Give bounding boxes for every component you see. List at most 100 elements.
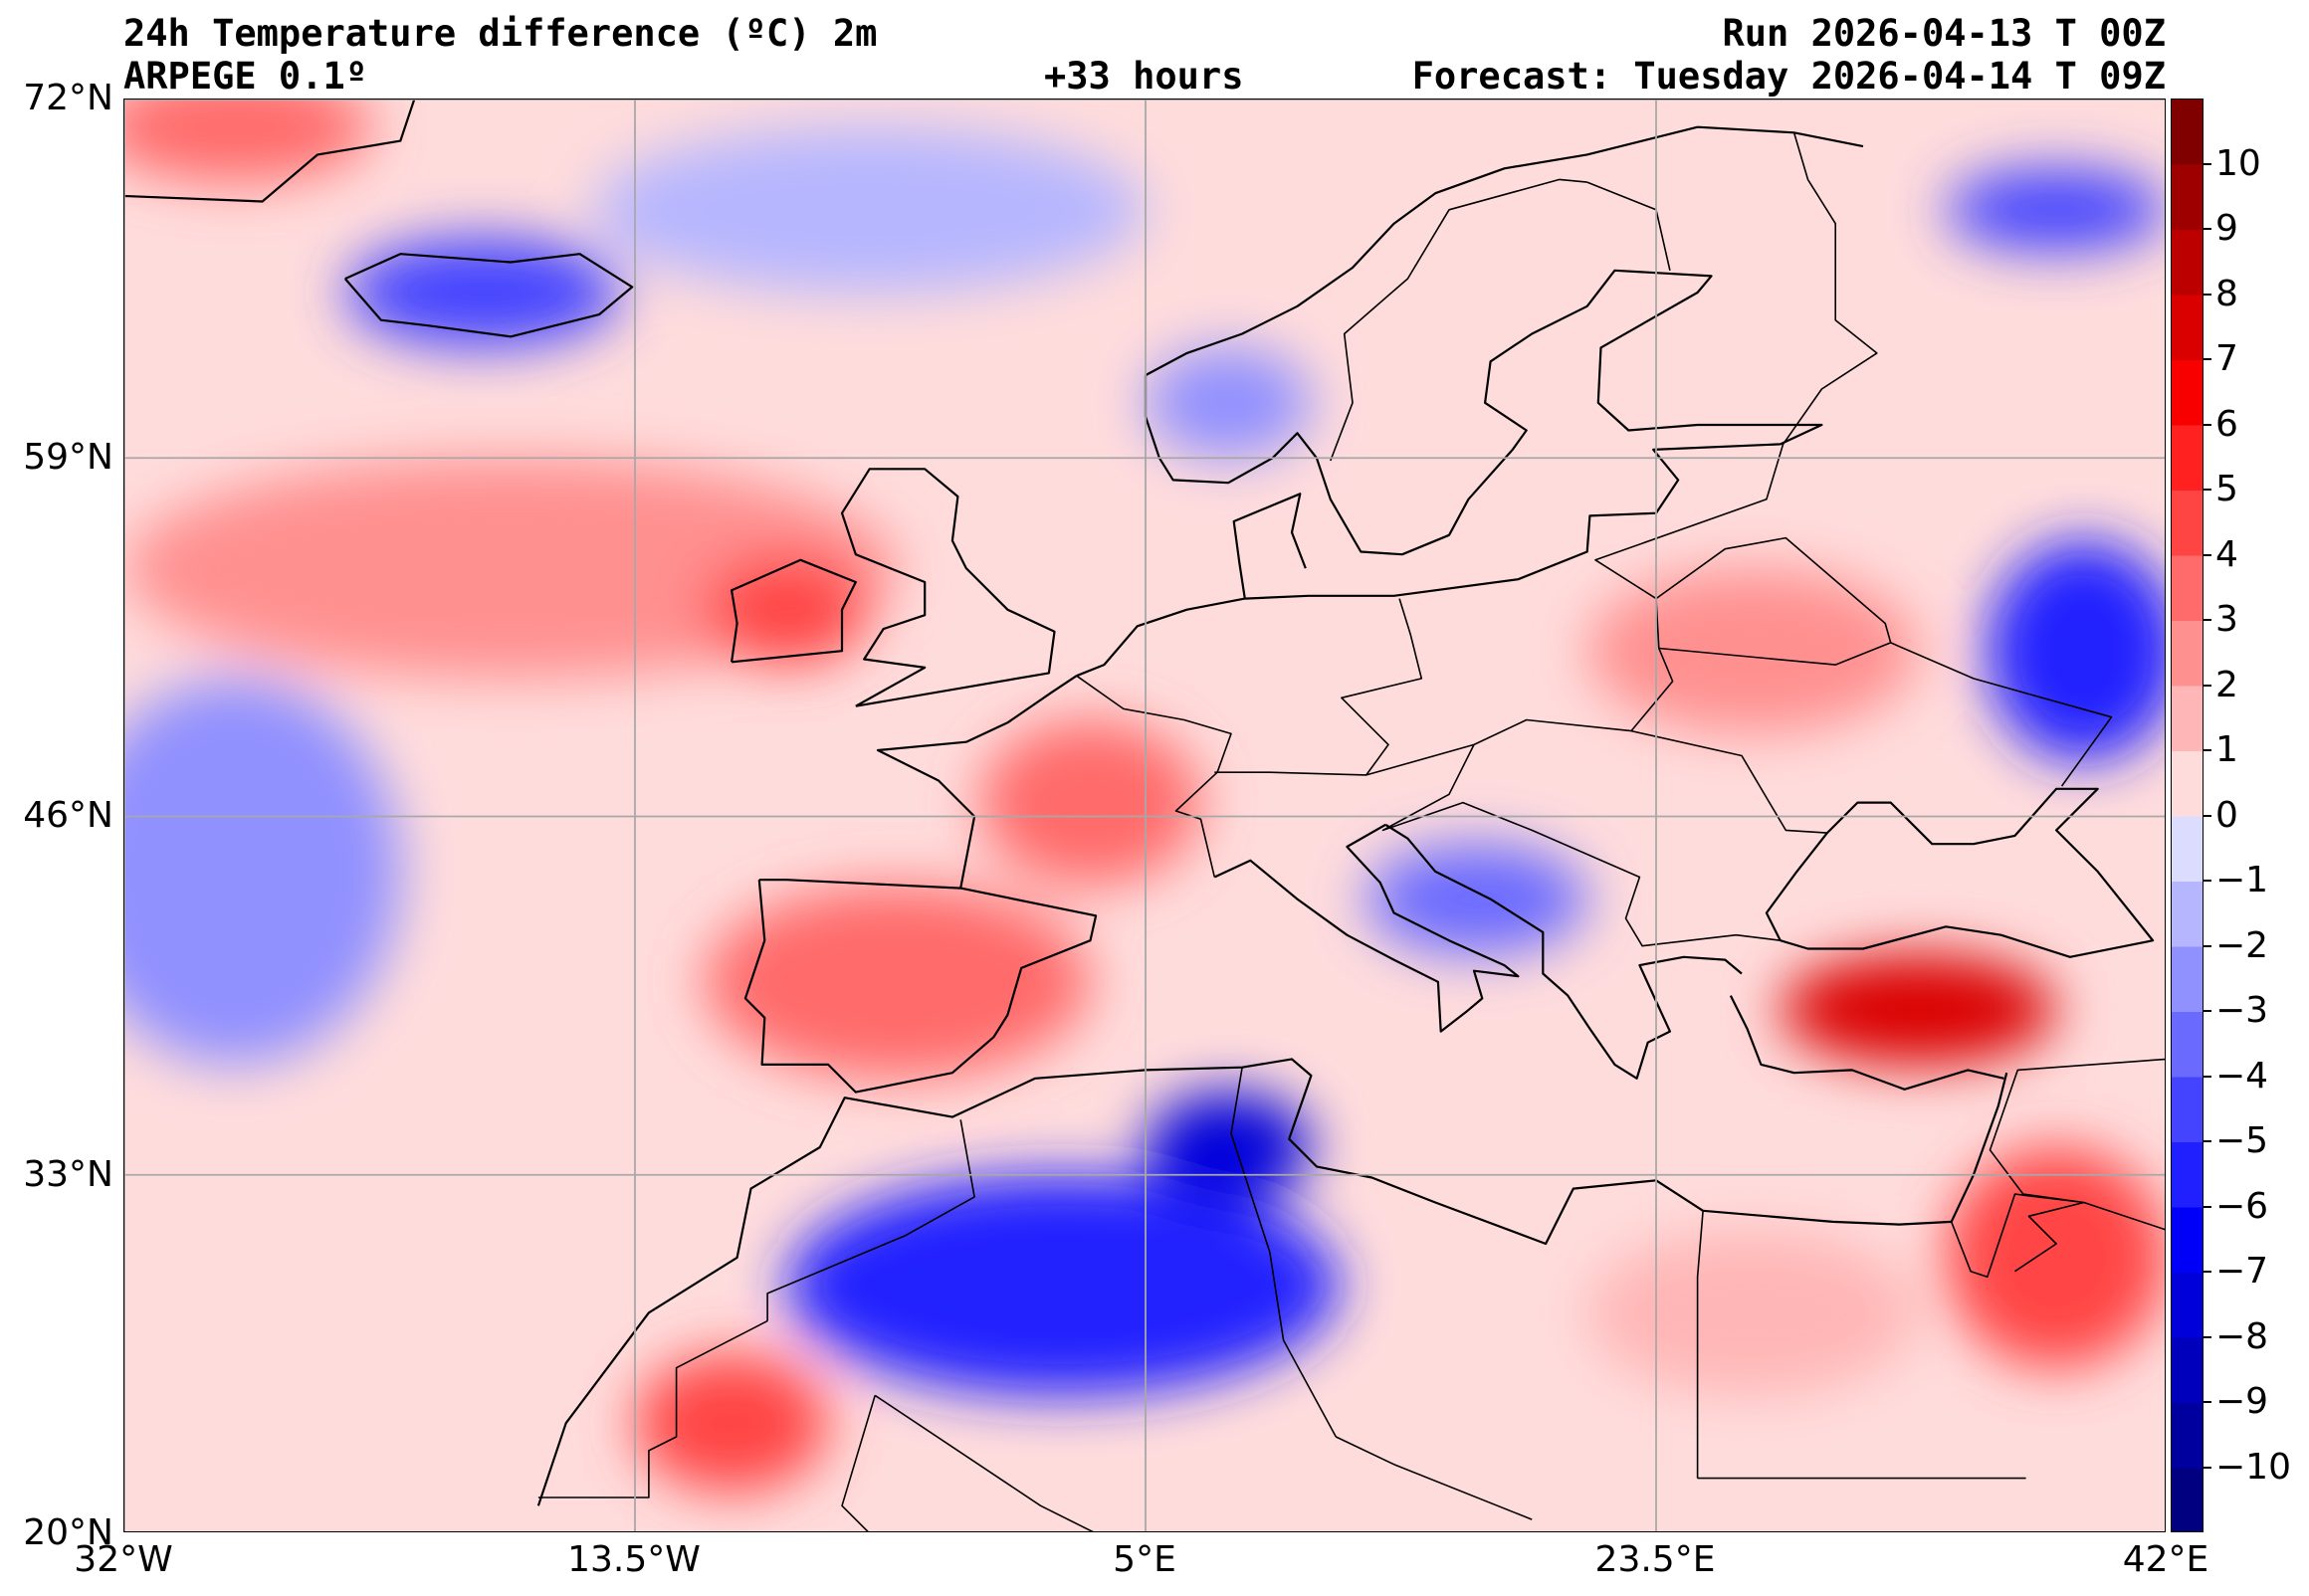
white-sea-cold xyxy=(1946,168,2165,252)
colorbar-tick-label: 7 xyxy=(2215,338,2238,379)
colorbar-segment xyxy=(2172,946,2203,1013)
colorbar-tick xyxy=(2204,162,2211,165)
sweden-norway xyxy=(1330,178,1587,462)
colorbar-segment xyxy=(2172,686,2203,752)
colorbar-tick-label: −7 xyxy=(2215,1251,2269,1292)
russia-cold xyxy=(1987,540,2165,762)
iceland-cold xyxy=(344,237,622,348)
colorbar-segment xyxy=(2172,1012,2203,1079)
libya-egypt xyxy=(1696,1210,1704,1479)
colorbar-segment xyxy=(2172,621,2203,688)
colorbar-segment xyxy=(2172,751,2203,818)
forecast-time: Forecast: Tuesday 2026-04-14 T 09Z xyxy=(1411,55,2166,98)
iberia-warm xyxy=(704,885,1091,1079)
lon-label: 23.5°E xyxy=(1594,1539,1716,1580)
colorbar-tick xyxy=(2204,1271,2211,1273)
colorbar-tick-label: 8 xyxy=(2215,273,2238,314)
colorbar-tick-label: 9 xyxy=(2215,208,2238,249)
france-coast xyxy=(876,675,1078,889)
colorbar-tick-label: −8 xyxy=(2215,1315,2269,1357)
lon-label: 13.5°W xyxy=(567,1539,701,1580)
france-spain xyxy=(960,887,1097,917)
lead-time: +33 hours xyxy=(1044,55,1244,98)
colorbar-segment xyxy=(2172,555,2203,622)
saudi-jordan xyxy=(2014,1201,2165,1273)
colorbar-tick-label: 2 xyxy=(2215,664,2238,705)
britain-coast xyxy=(840,468,1056,707)
gridlines xyxy=(124,100,2165,1531)
model-name: ARPEGE 0.1º xyxy=(123,55,368,98)
turkey-warm xyxy=(1780,954,2057,1065)
atlantic-warm-band xyxy=(124,458,898,679)
colorbar-segment xyxy=(2172,1077,2203,1143)
colorbar-tick xyxy=(2204,1205,2211,1208)
colorbar-segment xyxy=(2172,816,2203,883)
colorbar-tick xyxy=(2204,1010,2211,1012)
colorbar-scale xyxy=(2172,100,2203,1531)
colorbar-segment xyxy=(2172,1337,2203,1404)
colorbar-segment xyxy=(2172,360,2203,427)
colorbar-tick xyxy=(2204,423,2211,426)
colorbar-segment xyxy=(2172,1403,2203,1470)
colorbar-tick xyxy=(2204,619,2211,621)
egypt-warm xyxy=(1586,1230,1919,1396)
colorbar-tick xyxy=(2204,814,2211,817)
colorbar-tick xyxy=(2204,1401,2211,1403)
libya-niger xyxy=(1335,1436,1533,1520)
colorbar-tick-label: −10 xyxy=(2215,1446,2291,1488)
ireland-coast xyxy=(730,558,857,664)
adriatic-east-coast xyxy=(1384,823,1743,1080)
map-panel[interactable] xyxy=(123,99,2166,1532)
lat-label: 20°N xyxy=(23,1512,113,1553)
lon-label: 32°W xyxy=(74,1539,173,1580)
balkan-borders xyxy=(1381,744,1781,947)
balkans-cold xyxy=(1365,844,1587,955)
colorbar-segment xyxy=(2172,295,2203,361)
ireland-warm xyxy=(704,554,870,666)
mauritania-mali xyxy=(841,1395,876,1531)
colorbar-segment xyxy=(2172,425,2203,492)
colorbar-tick-label: −6 xyxy=(2215,1185,2269,1227)
lat-label: 33°N xyxy=(23,1154,113,1195)
colorbar-tick xyxy=(2204,1140,2211,1142)
colorbar-tick xyxy=(2204,228,2211,230)
france-germany xyxy=(1076,675,1232,878)
germany-poland xyxy=(1341,598,1423,776)
colorbar-tick-label: 6 xyxy=(2215,403,2238,445)
lat-label: 59°N xyxy=(23,437,113,478)
lon-label: 5°E xyxy=(1113,1539,1176,1580)
baltic-coast xyxy=(1144,125,1864,600)
france-warm xyxy=(979,719,1201,886)
colorbar-segment xyxy=(2172,164,2203,231)
colorbar-segment xyxy=(2172,100,2203,166)
colorbar xyxy=(2171,99,2204,1532)
scandinavia-cool xyxy=(1146,347,1312,459)
netherlands-coast xyxy=(1076,493,1307,678)
colorbar-tick xyxy=(2204,880,2211,882)
colorbar-tick-label: −2 xyxy=(2215,924,2269,966)
colorbar-tick xyxy=(2204,749,2211,751)
romania-border xyxy=(1630,729,1827,834)
middle-east-warm xyxy=(1946,1147,2165,1368)
morocco-warm xyxy=(635,1353,829,1493)
lat-label: 46°N xyxy=(23,795,113,836)
norwegian-sea-cool xyxy=(593,126,1146,293)
colorbar-tick xyxy=(2204,1335,2211,1338)
run-time: Run 2026-04-13 T 00Z xyxy=(1722,12,2166,55)
iceland-coast xyxy=(343,253,634,338)
colorbar-tick-label: 0 xyxy=(2215,794,2238,836)
colorbar-tick xyxy=(2204,358,2211,360)
finland-russia xyxy=(1782,132,1878,445)
colorbar-tick xyxy=(2204,553,2211,556)
colorbar-segment xyxy=(2172,1468,2203,1531)
morocco-algeria xyxy=(766,1119,975,1321)
colorbar-tick-label: 3 xyxy=(2215,599,2238,640)
colorbar-tick-label: 4 xyxy=(2215,533,2238,575)
black-sea-coast xyxy=(1765,787,2155,958)
colorbar-tick xyxy=(2204,1466,2211,1469)
colorbar-tick-label: 5 xyxy=(2215,469,2238,509)
ukraine-warm xyxy=(1586,568,1919,734)
ukraine-russia xyxy=(1890,642,2113,787)
colorbar-tick xyxy=(2204,489,2211,491)
sahara-cold xyxy=(786,1174,1340,1396)
